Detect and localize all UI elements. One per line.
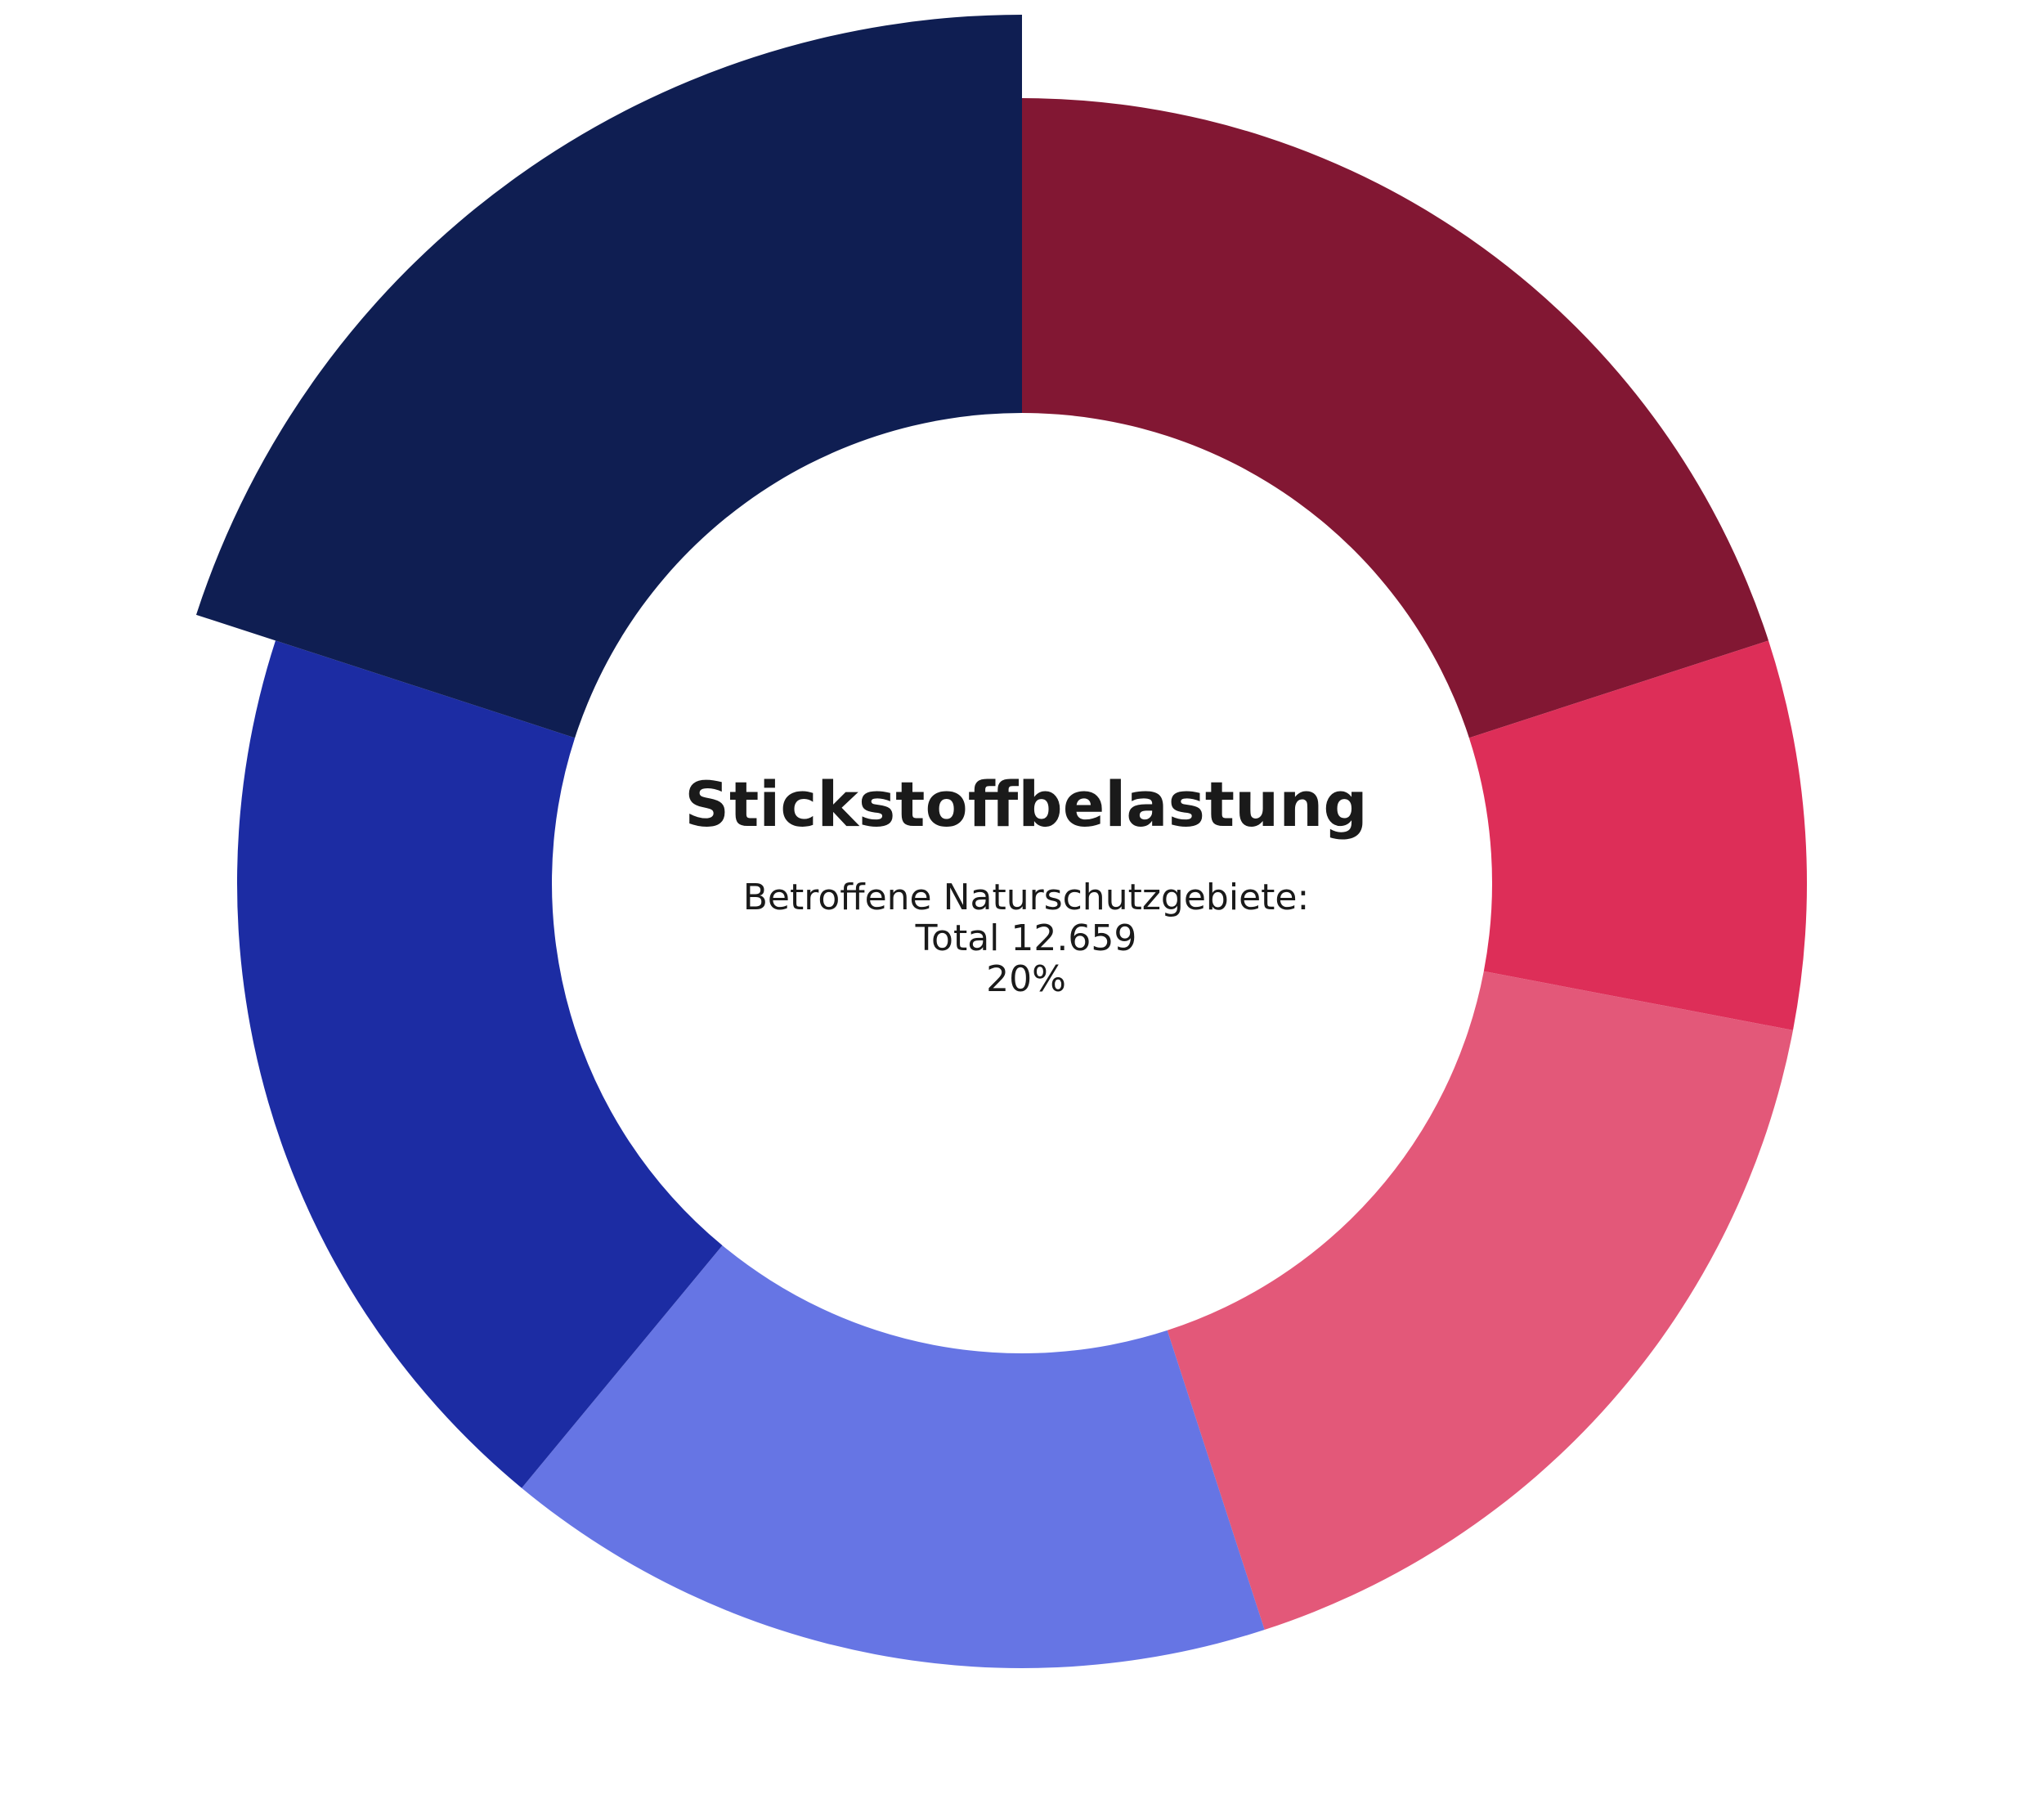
center-line-3: 20% xyxy=(986,958,1066,1000)
donut-slice-5[interactable] xyxy=(236,640,723,1488)
chart-title: Stickstoffbelastung xyxy=(684,768,1368,841)
donut-slice-3[interactable] xyxy=(1167,971,1793,1631)
donut-slice-6[interactable] xyxy=(195,15,1023,738)
donut-slice-4[interactable] xyxy=(522,1245,1265,1668)
center-line-1: Betroffene Naturschutzgebiete: xyxy=(743,877,1310,918)
donut-slice-1[interactable] xyxy=(1022,98,1769,738)
center-label: Stickstoffbelastung Betroffene Naturschu… xyxy=(684,768,1368,1000)
donut-slices xyxy=(195,15,1807,1668)
center-line-2: Total 12.659 xyxy=(915,917,1137,959)
donut-slice-2[interactable] xyxy=(1468,640,1807,1030)
